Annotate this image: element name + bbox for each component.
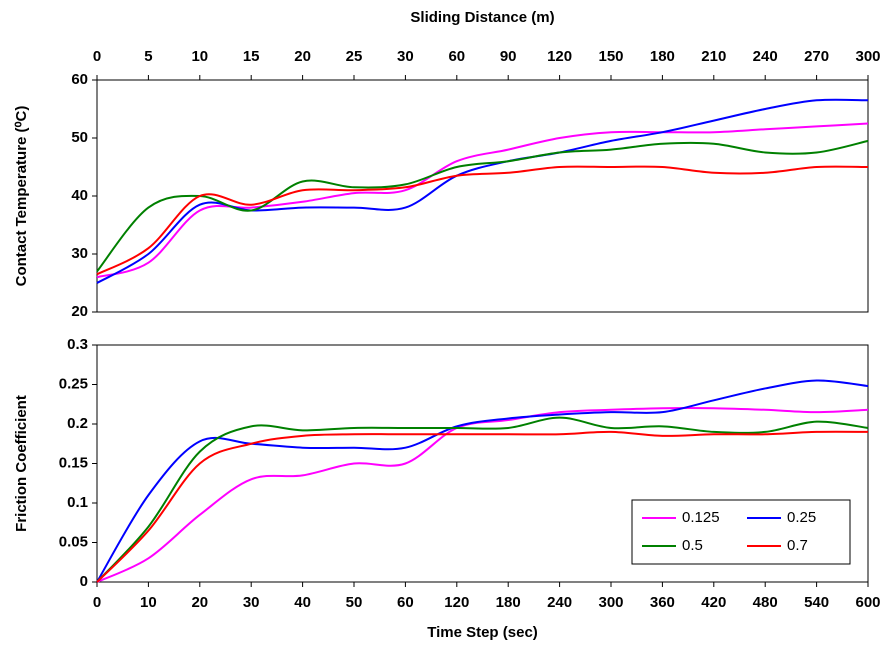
x-axis-label: Sliding Distance (m) <box>410 9 554 26</box>
series-line <box>96 430 869 583</box>
x-tick-label: 0 <box>93 48 101 65</box>
y-axis-label: Friction Coefficient <box>13 395 30 532</box>
x-tick-label: 25 <box>346 48 363 65</box>
y-tick-label: 0 <box>80 573 88 590</box>
x-tick-label: 5 <box>144 48 152 65</box>
legend-box <box>631 499 851 565</box>
x-tick-label: 480 <box>753 594 778 611</box>
x-axis-label: Time Step (sec) <box>427 624 538 641</box>
x-tick-label: 60 <box>448 48 465 65</box>
y-tick-label: 0.05 <box>59 533 88 550</box>
x-tick-label: 180 <box>496 594 521 611</box>
x-tick-label: 60 <box>397 594 414 611</box>
series-line <box>96 165 869 276</box>
x-tick-label: 20 <box>191 594 208 611</box>
legend-label: 0.25 <box>787 509 816 526</box>
plot-area <box>96 79 869 313</box>
x-tick-label: 240 <box>547 594 572 611</box>
x-tick-label: 10 <box>140 594 157 611</box>
series-line <box>96 416 869 583</box>
x-tick-label: 20 <box>294 48 311 65</box>
y-tick-label: 30 <box>71 245 88 262</box>
y-axis-label: Contact Temperature (⁰C) <box>13 106 30 287</box>
x-tick-label: 10 <box>191 48 208 65</box>
x-tick-label: 360 <box>650 594 675 611</box>
x-tick-label: 300 <box>855 48 880 65</box>
x-tick-label: 150 <box>598 48 623 65</box>
x-tick-label: 90 <box>500 48 517 65</box>
x-tick-label: 300 <box>598 594 623 611</box>
x-tick-label: 30 <box>397 48 414 65</box>
x-tick-label: 120 <box>547 48 572 65</box>
y-tick-label: 60 <box>71 71 88 88</box>
x-tick-label: 30 <box>243 594 260 611</box>
y-tick-label: 0.15 <box>59 454 88 471</box>
y-tick-label: 0.3 <box>67 336 88 353</box>
x-tick-label: 600 <box>855 594 880 611</box>
series-line <box>96 122 869 279</box>
y-tick-label: 0.1 <box>67 494 88 511</box>
x-tick-label: 120 <box>444 594 469 611</box>
x-tick-label: 270 <box>804 48 829 65</box>
x-tick-label: 240 <box>753 48 778 65</box>
x-tick-label: 420 <box>701 594 726 611</box>
y-tick-label: 0.25 <box>59 375 88 392</box>
x-tick-label: 50 <box>346 594 363 611</box>
legend-label: 0.125 <box>682 509 720 526</box>
x-tick-label: 540 <box>804 594 829 611</box>
x-tick-label: 15 <box>243 48 260 65</box>
legend-label: 0.5 <box>682 537 703 554</box>
x-tick-label: 210 <box>701 48 726 65</box>
x-tick-label: 40 <box>294 594 311 611</box>
series-line <box>96 98 869 284</box>
series-line <box>96 379 869 583</box>
x-tick-label: 0 <box>93 594 101 611</box>
x-tick-label: 180 <box>650 48 675 65</box>
series-line <box>96 139 869 273</box>
y-tick-label: 20 <box>71 303 88 320</box>
y-tick-label: 40 <box>71 187 88 204</box>
y-tick-label: 0.2 <box>67 415 88 432</box>
y-tick-label: 50 <box>71 129 88 146</box>
legend-label: 0.7 <box>787 537 808 554</box>
